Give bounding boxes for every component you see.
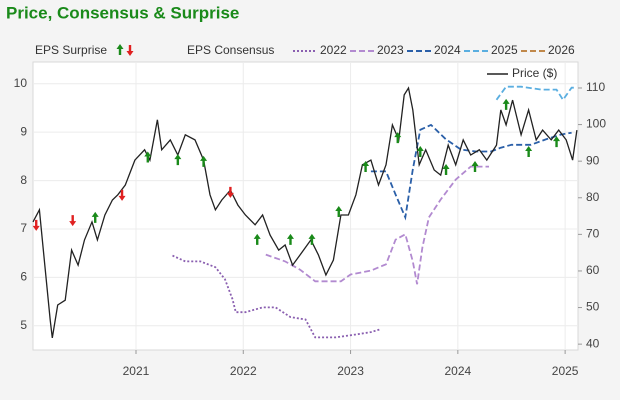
y-tick-label: 9 (20, 124, 27, 138)
legend-label: Price ($) (512, 66, 557, 80)
y-tick-label: 10 (14, 76, 28, 90)
surprise-arrow (308, 233, 316, 245)
x-tick-label: 2021 (123, 364, 150, 378)
x-tick-label: 2025 (552, 364, 579, 378)
surprise-arrow (394, 132, 402, 144)
y2-tick-label: 40 (586, 336, 600, 350)
surprise-arrow (91, 211, 99, 223)
consensus-legend-label: EPS Consensus (187, 43, 274, 57)
y2-tick-label: 100 (586, 117, 606, 131)
surprise-arrow (471, 161, 479, 173)
legend-arrow-up (116, 44, 124, 55)
y2-tick-label: 70 (586, 227, 600, 241)
legend-label: 2026 (548, 43, 575, 57)
series-line (32, 86, 578, 339)
x-tick-label: 2024 (444, 364, 471, 378)
surprise-arrow (226, 186, 234, 198)
legend-label: 2025 (491, 43, 518, 57)
y2-tick-label: 80 (586, 190, 600, 204)
surprise-legend-label: EPS Surprise (35, 43, 107, 57)
surprise-arrow (416, 146, 424, 158)
surprise-arrow (335, 206, 343, 218)
y2-tick-label: 60 (586, 263, 600, 277)
surprise-arrow (200, 155, 208, 167)
y2-tick-label: 110 (586, 80, 605, 94)
surprise-arrow (362, 161, 370, 173)
legend-label: 2023 (377, 43, 404, 57)
surprise-arrow (442, 163, 450, 175)
series-line (495, 85, 576, 102)
legend-label: 2024 (434, 43, 461, 57)
surprise-arrow (144, 151, 152, 163)
surprise-arrow (553, 136, 561, 148)
y-tick-label: 6 (20, 270, 27, 284)
legend-arrow-down (126, 45, 134, 56)
x-tick-label: 2023 (337, 364, 364, 378)
series-line (265, 165, 489, 285)
surprise-arrow (118, 189, 126, 201)
y2-tick-label: 90 (586, 153, 600, 167)
surprise-arrow (69, 215, 77, 227)
plot-area (32, 61, 579, 351)
surprise-arrow (253, 233, 261, 245)
surprise-arrow (502, 98, 510, 110)
y-tick-label: 8 (20, 173, 27, 187)
chart-title: Price, Consensus & Surprise (6, 3, 239, 22)
surprise-arrow (286, 233, 294, 245)
y2-tick-label: 50 (586, 300, 600, 314)
surprise-arrow (174, 154, 182, 166)
legend-label: 2022 (320, 43, 347, 57)
surprise-arrow (525, 146, 533, 158)
x-tick-label: 2022 (230, 364, 257, 378)
y-tick-label: 5 (20, 318, 27, 332)
series-line (370, 123, 572, 221)
y-tick-label: 7 (20, 221, 27, 235)
surprise-arrow (32, 219, 40, 231)
series-line (172, 254, 381, 339)
